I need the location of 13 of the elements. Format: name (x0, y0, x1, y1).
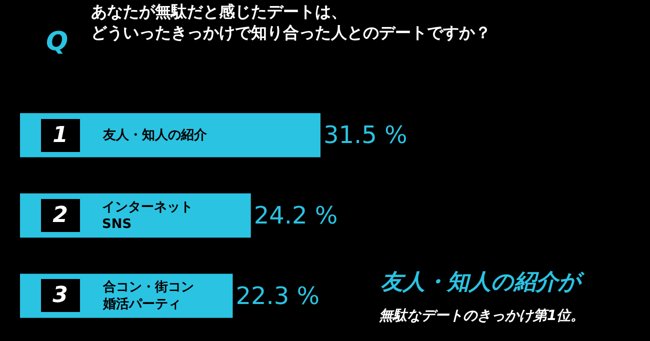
chart-title: あなたが無駄だと感じたデートは、どういったきっかけで知り合った人とのデートですか？ (91, 2, 491, 42)
y-tick-label: 合コン・街コン婚活パーティ (102, 279, 194, 312)
text: Q (46, 27, 68, 57)
y-tick-label: 友人・知人の紹介 (102, 128, 208, 143)
annotation: 2 (45, 203, 76, 228)
data-label: 24.2 % (254, 202, 338, 230)
data-label: 22.3 % (236, 282, 320, 310)
text: 友人・知人の紹介が (380, 270, 585, 295)
annotation: 1 (45, 123, 76, 148)
y-tick-label: インターネット SNS (102, 200, 193, 232)
text: 無駄なデートのきっかけ第1位。 (379, 308, 585, 324)
annotation: 3 (45, 283, 76, 308)
data-label: 31.5 % (323, 121, 408, 150)
